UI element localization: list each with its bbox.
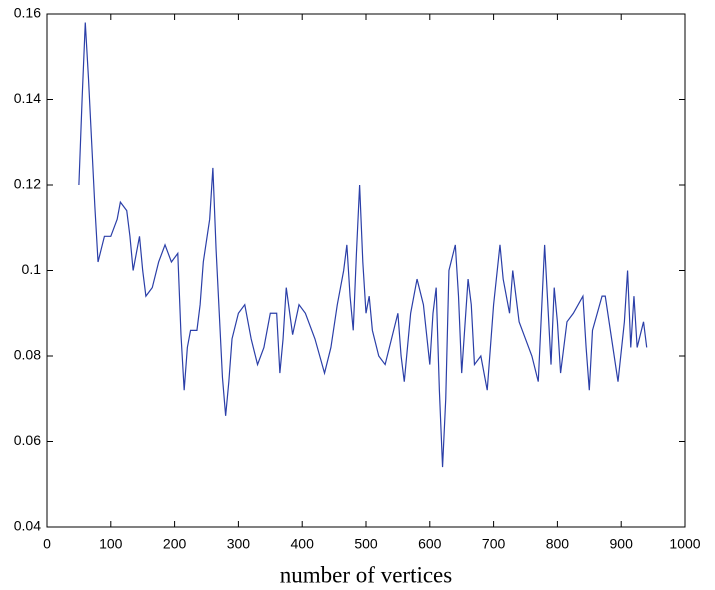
x-axis-label: number of vertices bbox=[280, 562, 452, 587]
x-tick-label: 400 bbox=[291, 536, 315, 552]
x-tick-label: 800 bbox=[546, 536, 570, 552]
x-tick-label: 600 bbox=[418, 536, 442, 552]
x-tick-label: 1000 bbox=[669, 536, 700, 552]
x-tick-label: 500 bbox=[354, 536, 378, 552]
y-tick-label: 0.12 bbox=[14, 176, 41, 192]
y-tick-label: 0.1 bbox=[22, 261, 42, 277]
y-tick-label: 0.16 bbox=[14, 5, 41, 21]
x-tick-label: 900 bbox=[610, 536, 634, 552]
x-tick-label: 300 bbox=[227, 536, 251, 552]
x-tick-label: 700 bbox=[482, 536, 506, 552]
x-tick-label: 200 bbox=[163, 536, 187, 552]
y-tick-label: 0.06 bbox=[14, 432, 41, 448]
data-line bbox=[78, 22, 648, 468]
y-tick-label: 0.08 bbox=[14, 347, 41, 363]
x-tick-label: 100 bbox=[99, 536, 123, 552]
y-tick-label: 0.04 bbox=[14, 518, 41, 534]
x-tick-label: 0 bbox=[43, 536, 51, 552]
y-tick-label: 0.14 bbox=[14, 90, 41, 106]
